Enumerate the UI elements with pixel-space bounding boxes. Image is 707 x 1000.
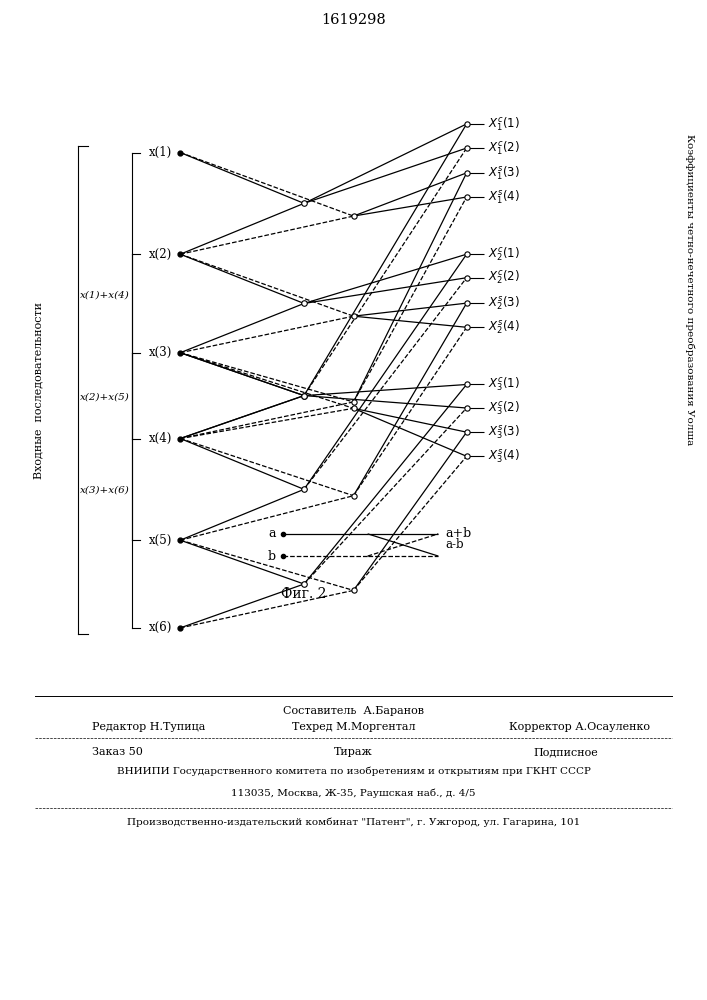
Text: Подписное: Подписное [533, 747, 598, 757]
Text: a: a [268, 527, 276, 540]
Text: x(3): x(3) [148, 346, 172, 359]
Text: $X_3^c(1)$: $X_3^c(1)$ [488, 376, 520, 393]
Text: Входные  последовательности: Входные последовательности [34, 302, 44, 479]
Text: Коэффициенты четно-нечетного преобразования Уолша: Коэффициенты четно-нечетного преобразова… [684, 134, 694, 446]
Text: ВНИИПИ Государственного комитета по изобретениям и открытиям при ГКНТ СССР: ВНИИПИ Государственного комитета по изоб… [117, 766, 590, 776]
Text: x(2)+x(5): x(2)+x(5) [80, 393, 129, 402]
Text: x(1)+x(4): x(1)+x(4) [80, 291, 129, 300]
Text: $X_2^s(4)$: $X_2^s(4)$ [488, 319, 520, 336]
Text: $X_1^s(4)$: $X_1^s(4)$ [488, 188, 520, 206]
Text: Редактор Н.Тупица: Редактор Н.Тупица [92, 722, 205, 732]
Text: Фиг. 2: Фиг. 2 [281, 587, 327, 601]
Text: Техред М.Моргентал: Техред М.Моргентал [292, 722, 415, 732]
Text: $X_1^s(3)$: $X_1^s(3)$ [488, 164, 520, 182]
Text: x(2): x(2) [148, 248, 172, 261]
Text: $X_1^c(2)$: $X_1^c(2)$ [488, 139, 520, 157]
Text: x(4): x(4) [148, 432, 172, 445]
Text: b: b [268, 550, 276, 563]
Text: $X_2^c(2)$: $X_2^c(2)$ [488, 269, 520, 286]
Text: 1619298: 1619298 [321, 13, 386, 27]
Text: x(3)+x(6): x(3)+x(6) [80, 486, 129, 495]
Text: $X_1^c(1)$: $X_1^c(1)$ [488, 115, 520, 133]
Text: $X_3^s(3)$: $X_3^s(3)$ [488, 423, 520, 441]
Text: Заказ 50: Заказ 50 [92, 747, 143, 757]
Text: $X_3^c(2)$: $X_3^c(2)$ [488, 399, 520, 417]
Text: Корректор А.Осауленко: Корректор А.Осауленко [509, 722, 650, 732]
Text: a-b: a-b [445, 538, 464, 551]
Text: x(6): x(6) [148, 621, 172, 634]
Text: Производственно-издательский комбинат "Патент", г. Ужгород, ул. Гагарина, 101: Производственно-издательский комбинат "П… [127, 818, 580, 827]
Text: Тираж: Тираж [334, 747, 373, 757]
Text: $X_2^s(3)$: $X_2^s(3)$ [488, 294, 520, 312]
Text: $X_2^c(1)$: $X_2^c(1)$ [488, 245, 520, 263]
Text: Составитель  А.Баранов: Составитель А.Баранов [283, 706, 424, 716]
Text: $X_3^s(4)$: $X_3^s(4)$ [488, 448, 520, 465]
Text: x(1): x(1) [148, 146, 172, 159]
Text: 113035, Москва, Ж-35, Раушская наб., д. 4/5: 113035, Москва, Ж-35, Раушская наб., д. … [231, 789, 476, 798]
Text: a+b: a+b [445, 527, 472, 540]
Text: x(5): x(5) [148, 534, 172, 547]
